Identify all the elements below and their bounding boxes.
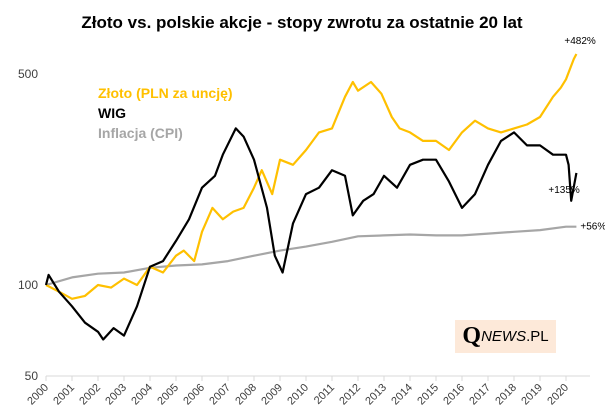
x-tick-label: 2009 <box>259 382 285 408</box>
series-line-2 <box>45 225 577 287</box>
legend-entry: WIG <box>98 105 126 121</box>
x-tick-label: 2010 <box>285 382 311 408</box>
x-tick-label: 2019 <box>519 382 545 408</box>
legend-entry: Inflacja (CPI) <box>98 125 183 141</box>
logo-q: Q <box>462 323 482 349</box>
x-tick-label: 2014 <box>389 382 415 408</box>
x-tick-label: 2004 <box>129 382 155 408</box>
chart-title: Złoto vs. polskie akcje - stopy zwrotu z… <box>81 13 523 32</box>
x-tick-label: 2008 <box>233 382 259 408</box>
series-line-1 <box>44 127 578 341</box>
y-tick-label: 100 <box>18 278 38 292</box>
x-tick-label: 2007 <box>207 382 233 408</box>
end-label: +56% <box>580 222 605 233</box>
x-tick-label: 2015 <box>415 382 441 408</box>
x-tick-label: 2012 <box>337 382 363 408</box>
x-tick-label: 2013 <box>363 382 389 408</box>
x-tick-label: 2002 <box>77 382 103 408</box>
qnews-logo: Q NEWS .PL <box>455 320 556 353</box>
x-tick-label: 2003 <box>103 382 129 408</box>
x-tick-label: 2017 <box>467 382 493 408</box>
x-tick-label: 2018 <box>493 382 519 408</box>
x-tick-label: 2016 <box>441 382 467 408</box>
logo-news: NEWS <box>481 328 527 345</box>
end-label: +482% <box>564 36 596 47</box>
x-tick-label: 2000 <box>25 382 51 408</box>
end-label: +135% <box>548 185 580 196</box>
y-tick-label: 500 <box>18 67 38 81</box>
x-tick-label: 2001 <box>51 382 77 408</box>
y-tick-label: 50 <box>25 369 39 383</box>
legend-entry: Złoto (PLN za uncję) <box>98 85 233 101</box>
x-tick-label: 2020 <box>545 382 571 408</box>
x-tick-label: 2005 <box>155 382 181 408</box>
logo-pl: .PL <box>526 328 549 345</box>
x-tick-label: 2006 <box>181 382 207 408</box>
x-tick-label: 2011 <box>312 382 337 407</box>
